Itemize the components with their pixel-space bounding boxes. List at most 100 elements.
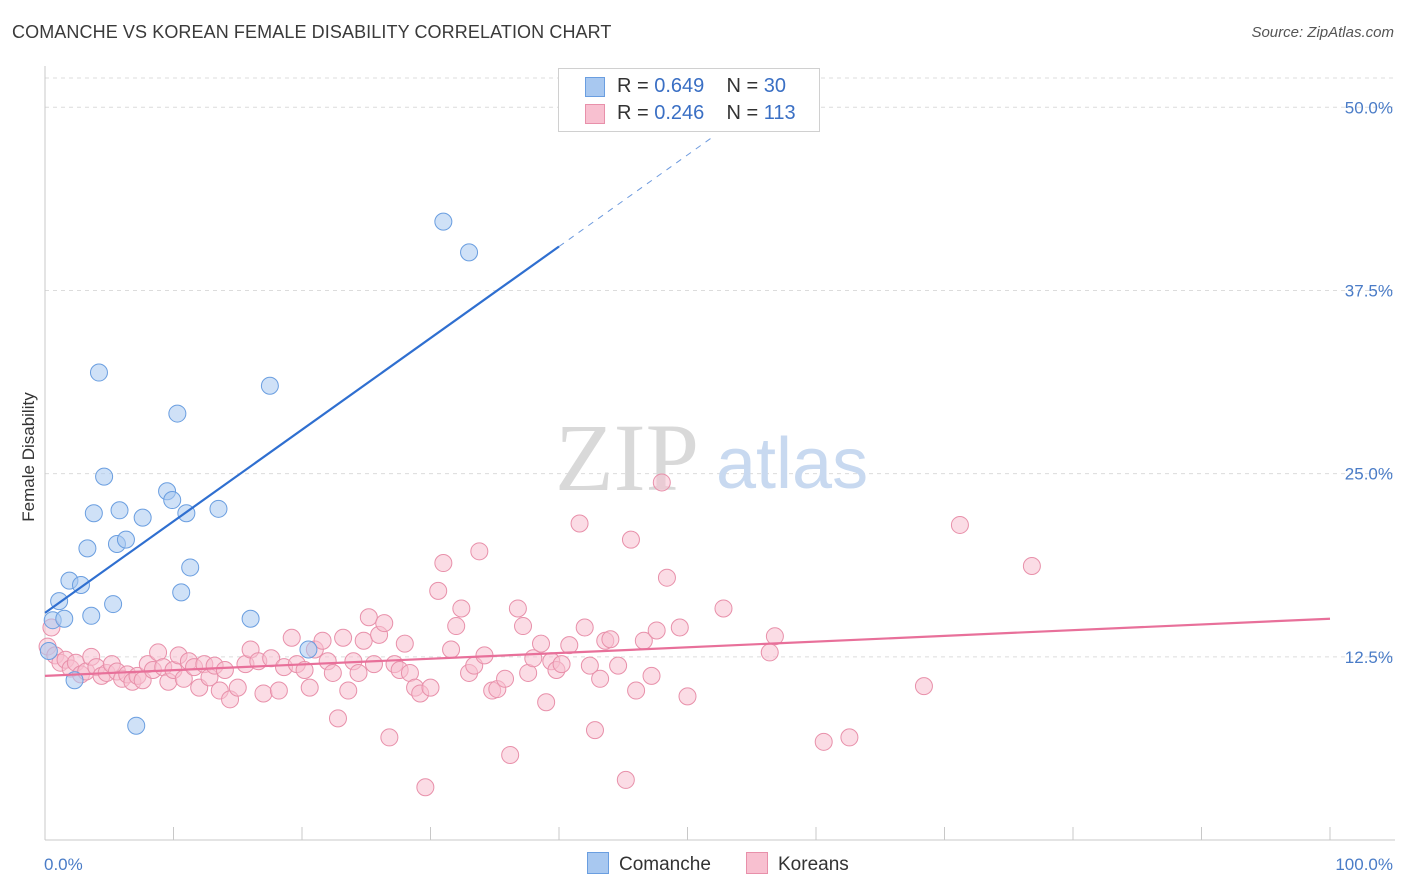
data-point-comanche bbox=[65, 671, 84, 690]
legend-n-value: 30 bbox=[763, 75, 787, 97]
legend-text-comanche: R = 0.649 N = 30 bbox=[617, 75, 786, 98]
data-point-koreans bbox=[380, 728, 399, 747]
data-point-comanche bbox=[181, 558, 200, 577]
data-point-koreans bbox=[354, 631, 373, 650]
y-tick-label: 12.5% bbox=[1345, 648, 1393, 667]
data-point-koreans bbox=[914, 677, 933, 696]
source-label: Source: ZipAtlas.com bbox=[1251, 24, 1394, 41]
x-tick-label: 100.0% bbox=[1335, 855, 1393, 874]
grid-lines bbox=[45, 77, 1395, 658]
data-point-koreans bbox=[560, 636, 579, 655]
bottom-legend-swatch-comanche bbox=[587, 852, 609, 874]
data-point-koreans bbox=[670, 618, 689, 637]
data-point-comanche bbox=[209, 499, 228, 518]
data-point-koreans bbox=[254, 684, 273, 703]
watermark: ZIP atlas bbox=[555, 404, 868, 511]
data-point-koreans bbox=[416, 778, 435, 797]
data-point-koreans bbox=[652, 473, 671, 492]
legend-r-label: R = bbox=[617, 102, 655, 124]
data-point-koreans bbox=[334, 628, 353, 647]
data-point-koreans bbox=[532, 634, 551, 653]
data-point-koreans bbox=[228, 678, 247, 697]
data-point-koreans bbox=[1022, 556, 1041, 575]
data-point-koreans bbox=[647, 621, 666, 640]
data-point-koreans bbox=[616, 770, 635, 789]
data-point-koreans bbox=[627, 681, 646, 700]
data-point-koreans bbox=[580, 656, 599, 675]
bottom-legend-label-comanche: Comanche bbox=[619, 854, 711, 875]
data-point-koreans bbox=[447, 617, 466, 636]
data-point-comanche bbox=[84, 504, 103, 523]
data-point-koreans bbox=[591, 669, 610, 688]
data-point-koreans bbox=[552, 655, 571, 674]
watermark-zip: ZIP bbox=[555, 404, 699, 511]
data-point-koreans bbox=[609, 656, 628, 675]
data-point-koreans bbox=[585, 721, 604, 740]
legend-n-label: N = bbox=[726, 75, 764, 97]
data-point-koreans bbox=[470, 542, 489, 561]
data-point-comanche bbox=[110, 501, 129, 520]
legend-r-label: R = bbox=[617, 75, 655, 97]
data-point-koreans bbox=[570, 514, 589, 533]
data-point-koreans bbox=[323, 663, 342, 682]
data-point-koreans bbox=[295, 661, 314, 680]
data-point-koreans bbox=[313, 631, 332, 650]
data-point-comanche bbox=[460, 243, 479, 262]
y-tick-label: 25.0% bbox=[1345, 465, 1393, 484]
axes bbox=[44, 66, 1395, 841]
trend-line-koreans bbox=[44, 617, 1331, 677]
bottom-legend-koreans: Koreans bbox=[746, 852, 849, 876]
data-point-koreans bbox=[575, 618, 594, 637]
legend-text-koreans: R = 0.246 N = 113 bbox=[617, 102, 796, 125]
data-point-koreans bbox=[678, 687, 697, 706]
data-point-koreans bbox=[375, 614, 394, 633]
data-point-koreans bbox=[814, 732, 833, 751]
data-point-koreans bbox=[359, 608, 378, 627]
data-point-koreans bbox=[501, 746, 520, 765]
series-koreans bbox=[38, 473, 1041, 797]
y-axis-label: Female Disability bbox=[19, 392, 38, 522]
legend-n-label: N = bbox=[726, 102, 764, 124]
y-tick-label: 37.5% bbox=[1345, 281, 1393, 300]
data-point-koreans bbox=[421, 678, 440, 697]
legend: R = 0.649 N = 30 R = 0.246 N = 113 bbox=[558, 68, 820, 132]
data-point-koreans bbox=[621, 530, 640, 549]
data-point-koreans bbox=[765, 627, 784, 646]
series-comanche bbox=[39, 212, 479, 735]
legend-r-value: 0.649 bbox=[654, 75, 705, 97]
data-point-comanche bbox=[104, 595, 123, 614]
data-point-koreans bbox=[840, 728, 859, 747]
data-point-koreans bbox=[657, 568, 676, 587]
data-point-comanche bbox=[89, 363, 108, 382]
data-point-koreans bbox=[514, 617, 533, 636]
bottom-legend-comanche: Comanche bbox=[587, 852, 711, 876]
data-point-koreans bbox=[442, 640, 461, 659]
data-point-comanche bbox=[82, 606, 101, 625]
data-point-koreans bbox=[714, 599, 733, 618]
data-point-koreans bbox=[269, 681, 288, 700]
data-point-koreans bbox=[328, 709, 347, 728]
trend-extension-comanche bbox=[558, 136, 714, 247]
data-point-koreans bbox=[508, 599, 527, 618]
data-point-koreans bbox=[537, 693, 556, 712]
data-point-koreans bbox=[215, 661, 234, 680]
chart-title: COMANCHE VS KOREAN FEMALE DISABILITY COR… bbox=[12, 22, 612, 42]
data-point-koreans bbox=[452, 599, 471, 618]
data-point-comanche bbox=[78, 539, 97, 558]
data-point-koreans bbox=[496, 669, 515, 688]
data-point-koreans bbox=[282, 628, 301, 647]
data-point-comanche bbox=[172, 583, 191, 602]
y-tick-label: 50.0% bbox=[1345, 98, 1393, 117]
data-point-koreans bbox=[642, 666, 661, 685]
data-point-koreans bbox=[300, 678, 319, 697]
data-point-comanche bbox=[55, 609, 74, 628]
data-point-comanche bbox=[163, 491, 182, 510]
data-point-koreans bbox=[601, 630, 620, 649]
data-point-comanche bbox=[133, 508, 152, 527]
tick-labels: 12.5% 25.0% 37.5% 50.0% 0.0% 100.0% bbox=[44, 98, 1393, 874]
x-tick-label: 0.0% bbox=[44, 855, 83, 874]
trend-lines bbox=[44, 136, 1331, 677]
data-point-comanche bbox=[116, 530, 135, 549]
data-point-koreans bbox=[950, 515, 969, 534]
